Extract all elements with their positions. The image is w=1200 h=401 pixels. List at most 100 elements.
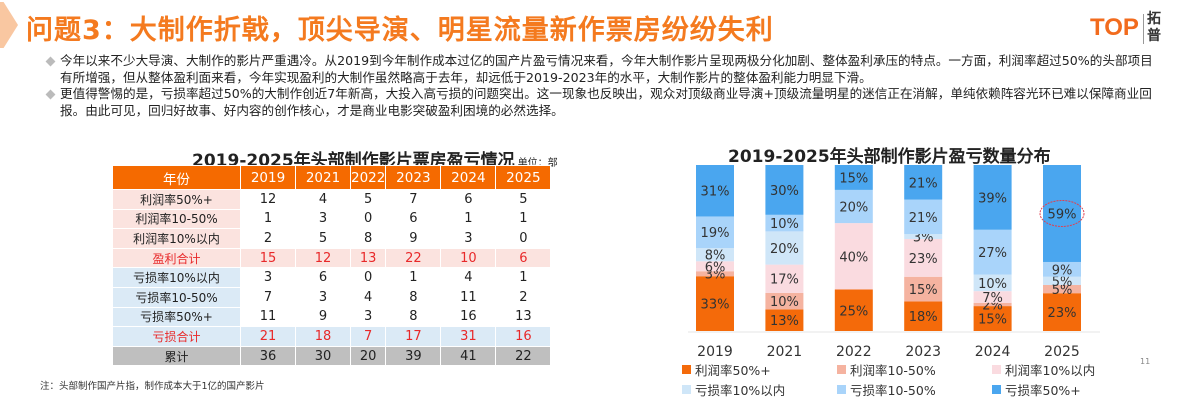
bullet-item: 更值得警惕的是，亏损率超过50%的大制作创近7年新高，大投入高亏损的问题突出。这… (45, 86, 1155, 119)
legend-swatch (682, 365, 691, 374)
row-label: 利润率50%+ (112, 189, 241, 210)
x-tick-label: 2022 (836, 344, 872, 360)
table-cell: 10 (440, 247, 497, 269)
row-label: 亏损率10%以内 (112, 267, 241, 288)
highlight-circle (1039, 199, 1085, 227)
table-cell: 0 (349, 208, 387, 230)
profit-loss-table: 年份 2019 2021 2022 2023 2024 2025 利润率50%+ 12 4 5 7 6… (112, 165, 552, 367)
table-cell: 6 (295, 267, 351, 288)
bar-segment (765, 231, 804, 265)
table-row: 亏损率10-50% 7 3 4 8 11 2 (112, 286, 552, 308)
bar-segment (834, 165, 873, 190)
legend-item: 亏损率10%以内 (682, 380, 785, 399)
table-cell: 3 (295, 208, 351, 230)
bar-segment (696, 248, 734, 262)
table-cell: 5 (349, 189, 387, 210)
bar-segment (834, 289, 873, 331)
table-unit: 单位：部 (517, 158, 558, 169)
table-cell: 3 (240, 267, 296, 288)
data-label: 15% (909, 283, 938, 298)
page-title: 问题3：大制作折戟，顶尖导演、明星流量新作票房纷纷失利 (26, 15, 774, 46)
table-cell: 6 (385, 208, 442, 230)
data-label: 3% (913, 230, 934, 245)
bar-segment (765, 165, 804, 215)
legend-swatch (992, 385, 1001, 394)
bar-segment (904, 199, 943, 235)
legend-label: 利润率50%+ (695, 363, 771, 378)
bar-segment (765, 214, 804, 232)
table-cell: 7 (349, 326, 387, 347)
table-header-row: 年份 2019 2021 2022 2023 2024 2025 (112, 165, 552, 190)
table-cell: 1 (385, 267, 442, 288)
bar-segment (765, 309, 804, 331)
bar-segment (696, 276, 734, 331)
bullet-list: 今年以来不少大导演、大制作的影片严重遇冷。从2019到今年制作成本过亿的国产片盈… (45, 53, 1155, 119)
row-label: 利润率10%以内 (112, 228, 241, 249)
legend-swatch (682, 385, 691, 394)
legend-item: 利润率10%以内 (992, 360, 1095, 379)
table-cell: 8 (349, 228, 387, 249)
table-cell: 21 (240, 326, 296, 347)
legend-item: 利润率50%+ (682, 360, 771, 379)
bar-segment (904, 276, 943, 302)
x-tick-label: 2024 (975, 344, 1011, 360)
x-tick-label: 2021 (767, 344, 803, 360)
data-label: 31% (701, 185, 730, 200)
table-cell: 18 (295, 326, 351, 347)
table-cell: 36 (240, 345, 296, 367)
legend-swatch (837, 365, 846, 374)
title-arrow-decoration (0, 2, 18, 48)
data-label: 23% (1048, 306, 1077, 321)
bar-segment (904, 165, 943, 200)
data-label: 23% (909, 252, 938, 267)
table-cell: 7 (385, 189, 442, 210)
bar-segment (1043, 293, 1081, 331)
bar-segment (765, 292, 804, 310)
legend-swatch (992, 365, 1001, 374)
table-row: 利润率50%+ 12 4 5 7 6 5 (112, 189, 552, 210)
table-row: 亏损率10%以内 3 6 0 1 4 1 (112, 267, 552, 288)
logo-cn: 拓普 (1147, 11, 1161, 44)
table-cell: 0 (349, 267, 387, 288)
column-header-2019: 2019 (240, 165, 296, 190)
data-label: 33% (701, 298, 730, 313)
column-header-2024: 2024 (440, 165, 497, 190)
data-label: 19% (701, 226, 730, 241)
bar-segment (696, 216, 734, 248)
table-cell: 4 (349, 286, 387, 308)
data-label: 10% (770, 217, 799, 232)
table-cell: 2 (240, 228, 296, 249)
table-cell: 5 (295, 228, 351, 249)
table-cell: 2 (495, 286, 552, 308)
table-row: 盈利合计 15 12 13 22 10 6 (112, 247, 552, 269)
bar-segment (765, 264, 804, 293)
data-label: 59% (1048, 207, 1077, 222)
table-cell: 41 (440, 345, 497, 367)
data-label: 21% (909, 211, 938, 226)
table-row: 亏损率50%+ 11 9 3 8 16 13 (112, 306, 552, 328)
data-label: 6% (705, 260, 726, 275)
table-cell: 5 (495, 189, 552, 210)
bar-segment (973, 302, 1012, 307)
table-cell: 15 (240, 247, 296, 269)
table-cell: 1 (495, 267, 552, 288)
table-cell: 3 (349, 306, 387, 328)
row-label: 利润率10-50% (112, 208, 241, 230)
bullet-item: 今年以来不少大导演、大制作的影片严重遇冷。从2019到今年制作成本过亿的国产片盈… (45, 53, 1155, 86)
data-label: 27% (978, 246, 1007, 261)
legend-label: 亏损率10-50% (850, 383, 936, 398)
row-label: 盈利合计 (112, 247, 241, 269)
bar-segment (904, 238, 943, 277)
table-cell: 11 (440, 286, 497, 308)
x-tick-label: 2023 (905, 344, 941, 360)
data-label: 30% (770, 184, 799, 199)
table-cell: 13 (349, 247, 387, 269)
data-label: 18% (909, 310, 938, 325)
data-label: 25% (839, 304, 868, 319)
table-cell: 30 (295, 345, 351, 367)
table-cell: 4 (295, 189, 351, 210)
x-tick-label: 2019 (697, 344, 733, 360)
table-cell: 9 (385, 228, 442, 249)
table-cell: 9 (295, 306, 351, 328)
table-row: 利润率10-50% 1 3 0 6 1 1 (112, 208, 552, 230)
